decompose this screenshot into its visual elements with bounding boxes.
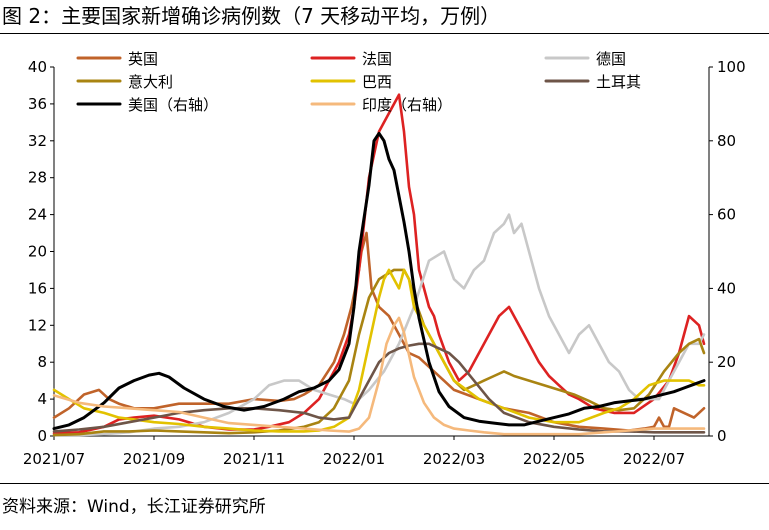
right-tick-label: 40 [717,279,736,297]
x-tick-label: 2022/01 [323,450,385,468]
x-tick-label: 2021/09 [123,450,185,468]
left-tick-label: 16 [28,279,47,297]
legend-label-8: 印度（右轴） [362,96,452,114]
source-note: 资料来源：Wind，长江证券研究所 [2,497,266,517]
left-tick-label: 0 [37,427,47,445]
left-tick-label: 36 [28,95,47,113]
x-tick-label: 2021/07 [23,450,85,468]
series-line-1 [52,231,706,432]
left-tick-label: 4 [37,390,47,408]
right-tick-label: 60 [717,206,736,224]
x-tick-label: 2022/05 [523,450,585,468]
right-tick-label: 20 [717,353,736,371]
x-tick-label: 2022/07 [623,450,685,468]
series-line-8 [52,316,706,436]
left-tick-label: 28 [28,169,47,187]
left-tick-label: 12 [28,316,47,334]
legend-label-2: 法国 [362,50,392,68]
left-tick-label: 20 [28,243,47,261]
x-tick-label: 2022/03 [423,450,485,468]
legend-label-5: 巴西 [362,73,392,91]
series-lines [52,93,706,437]
series-line-6 [52,342,706,434]
figure-title: 图 2：主要国家新增确诊病例数（7 天移动平均，万例） [2,4,501,28]
legend-label-3: 德国 [596,50,626,68]
left-tick-label: 24 [28,206,47,224]
top-rule [0,33,769,34]
x-tick-label: 2021/11 [223,450,285,468]
right-tick-label: 80 [717,132,736,150]
series-line-7 [52,131,706,431]
series-line-5 [52,268,706,433]
legend-label-7: 美国（右轴） [128,96,218,114]
left-tick-label: 32 [28,132,47,150]
line-chart: 0 4 8 12 16 20 24 28 32 36 40 0 20 40 60 80 100 2021/07 20… [23,50,746,468]
legend-label-6: 土耳其 [596,73,641,91]
bottom-rule [0,483,769,484]
right-tick-label: 0 [717,427,727,445]
left-tick-label: 40 [28,58,47,76]
legend-label-4: 意大利 [128,73,173,91]
legend-label-1: 英国 [128,50,158,68]
chart-axes: 0 4 8 12 16 20 24 28 32 36 40 0 20 40 60 80 100 2021/07 20… [23,58,746,468]
series-line-3 [52,213,706,437]
left-tick-label: 8 [37,353,47,371]
right-tick-label: 100 [717,58,746,76]
